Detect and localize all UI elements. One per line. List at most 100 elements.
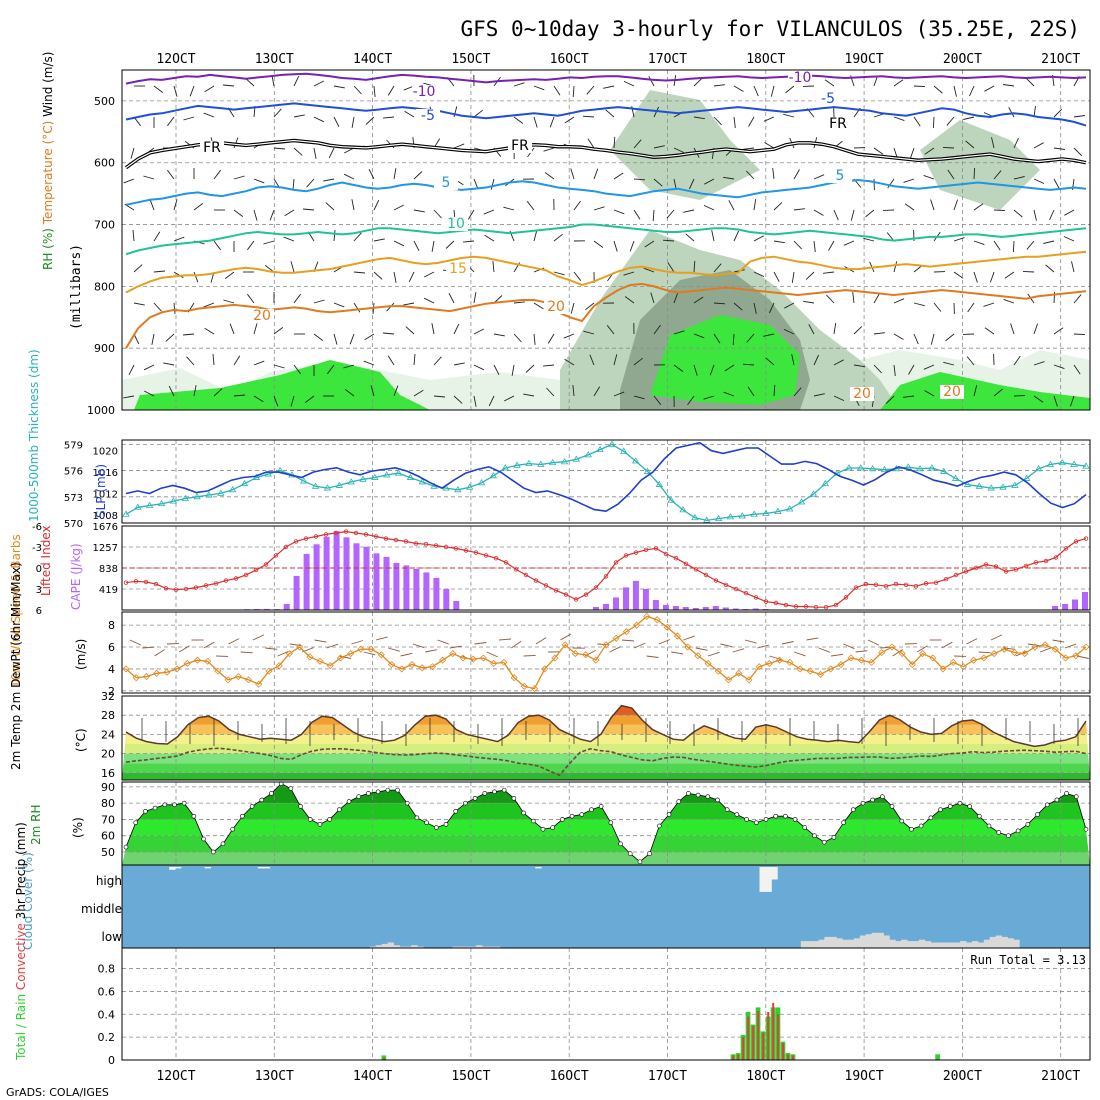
thickness-tick-570: 570 [64, 519, 83, 530]
thickness-point [371, 473, 379, 480]
cloud-high-clear [759, 867, 766, 892]
wind-barb [893, 79, 904, 87]
wind-barb-10m [523, 654, 536, 657]
cloud-low-bar [369, 946, 377, 948]
wind-barb-10m [966, 638, 978, 645]
lifted-point [133, 579, 139, 584]
thickness-point [940, 467, 948, 474]
rh-point [240, 813, 245, 819]
wind-barb [543, 147, 555, 152]
wind-barb [653, 395, 662, 405]
wind-barb [393, 240, 405, 247]
wind-speed-point [541, 665, 549, 673]
wind-barb [783, 328, 795, 335]
cape-bar [333, 531, 340, 610]
contour-label-bg [416, 109, 440, 123]
lifted-point [273, 553, 279, 558]
wind-speed-point [326, 662, 334, 670]
wind-barb [293, 364, 301, 375]
wind-barb-10m [511, 640, 522, 649]
cape-bar [682, 607, 689, 610]
wind-barb [893, 116, 905, 122]
rh-point [162, 802, 168, 808]
wind-barb [533, 302, 544, 310]
wind-barb [824, 79, 835, 87]
lifted-point [823, 605, 829, 610]
wind-barb [643, 267, 655, 273]
y-axis-unit-group: (millibars) [69, 244, 84, 330]
cape-bar [692, 608, 699, 610]
precip-tick-0.6: 0.6 [98, 985, 116, 998]
wind-barb-10m [425, 649, 438, 653]
lifted-point [713, 578, 719, 583]
rh-point [511, 795, 517, 801]
wind-barb [253, 360, 265, 366]
wind-barb [543, 364, 555, 367]
wind-barb [850, 209, 855, 221]
lifted-point [763, 599, 769, 604]
wind-barb [593, 386, 601, 397]
cape-bar [393, 562, 400, 610]
wind-barb [943, 361, 955, 366]
wind-speed-point [387, 660, 396, 669]
lifted-point [183, 586, 189, 592]
wind-speed-point [459, 654, 467, 662]
thickness-point [1023, 474, 1031, 481]
rh-point [686, 791, 691, 796]
contour-label-bg [816, 92, 840, 106]
wind-barb [290, 261, 295, 273]
rh-point [434, 825, 439, 830]
wind-barb [973, 385, 978, 397]
wind-barb [833, 323, 837, 335]
wind-barb [453, 323, 460, 335]
wind-barb [748, 116, 755, 127]
wind-barb [942, 146, 955, 149]
wind-barb [368, 168, 375, 180]
wind-speed-point [980, 654, 988, 662]
wind-barb [483, 209, 495, 215]
thickness-point [655, 480, 664, 487]
wind-speed-point [990, 650, 998, 658]
wind-barb [133, 302, 145, 306]
wind-speed-point [704, 659, 712, 668]
wind-barb [364, 333, 375, 341]
wind-barb [969, 85, 975, 97]
thickness-point [513, 461, 521, 468]
wind-barb [423, 297, 435, 304]
cloud-high-clear [257, 867, 265, 869]
wind-barb-10m [1003, 647, 1016, 650]
wind-barb [753, 271, 765, 278]
lifted-point [993, 564, 999, 569]
rh-point [521, 810, 526, 816]
wind-barb [153, 302, 162, 312]
contour-label-bg [250, 309, 274, 323]
thickness-point [608, 440, 616, 447]
wind-barb [813, 174, 825, 180]
wind-barb [711, 230, 715, 242]
lifted-point [163, 586, 169, 591]
rh-point [560, 817, 565, 822]
lifted-point [493, 556, 499, 561]
thickness-point [122, 510, 130, 517]
wind-barb [373, 199, 380, 211]
wind-barb [947, 169, 955, 180]
wind-barb [404, 110, 415, 118]
temp-band [122, 734, 1090, 744]
wind-barb [673, 364, 684, 372]
thickness-point [1034, 465, 1043, 472]
thickness-point [240, 479, 249, 487]
wind-barb [770, 85, 775, 97]
cape-bar [293, 575, 300, 610]
lifted-point [593, 585, 599, 590]
wind-barb [1049, 209, 1055, 221]
wind-speed-point [500, 658, 508, 666]
rh-point [317, 822, 323, 827]
temp-band [122, 763, 1090, 773]
rh-point [1006, 833, 1011, 839]
dewpt-line [125, 747, 1087, 777]
wind-barb [1004, 271, 1015, 279]
wind-barb [493, 364, 500, 376]
slp-line [125, 441, 1087, 513]
y-tick-label-800: 800 [94, 280, 115, 293]
cape-bar [1082, 592, 1088, 610]
